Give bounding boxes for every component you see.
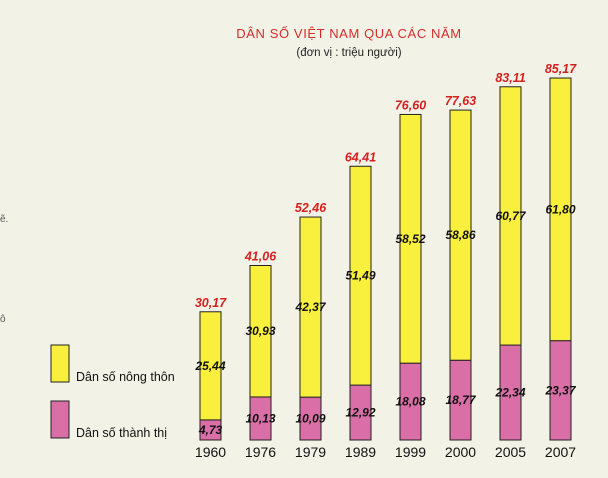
chart-title: DÂN SỐ VIỆT NAM QUA CÁC NĂM [236, 26, 461, 41]
label-urban-2007: 23,37 [544, 383, 576, 397]
label-total-2007: 85,17 [545, 62, 577, 76]
year-label-2000: 2000 [445, 444, 476, 460]
label-rural-1960: 25,44 [194, 359, 225, 373]
label-rural-2005: 60,77 [495, 209, 526, 223]
label-rural-2000: 58,86 [445, 228, 475, 242]
legend: Dân số nông thôn Dân số thành thị [50, 344, 175, 440]
bar-rural-2000 [449, 109, 472, 361]
label-urban-1976: 10,13 [245, 411, 275, 425]
chart-subtitle: (đơn vị : triệu người) [296, 47, 401, 59]
year-label-1989: 1989 [345, 444, 376, 460]
bar-rural-2007 [549, 77, 572, 342]
label-urban-1960: 4,73 [198, 423, 223, 437]
label-urban-1999: 18,08 [395, 395, 425, 409]
label-total-2005: 83,11 [495, 71, 525, 85]
label-urban-2005: 22,34 [494, 386, 525, 400]
legend-swatch-rural [50, 344, 70, 383]
label-rural-1979: 42,37 [294, 300, 326, 314]
label-urban-1989: 12,92 [345, 406, 375, 420]
edge-mark-1: ẽ. [0, 214, 8, 225]
bar-rural-1999 [399, 113, 422, 364]
label-total-1960: 30,17 [195, 296, 227, 310]
legend-label-rural: Dân số nông thôn [76, 370, 175, 384]
label-total-1976: 41,06 [244, 249, 277, 263]
bar-rural-1979 [299, 216, 322, 398]
label-total-1989: 64,41 [345, 150, 376, 164]
label-rural-1989: 51,49 [345, 269, 375, 283]
label-rural-2007: 61,80 [545, 202, 575, 216]
year-label-1960: 1960 [195, 444, 226, 460]
bar-rural-1989 [349, 165, 372, 386]
bar-rural-1976 [249, 264, 272, 398]
year-label-1979: 1979 [295, 444, 326, 460]
year-label-2007: 2007 [545, 444, 576, 460]
year-label-2005: 2005 [495, 444, 526, 460]
label-urban-2000: 18,77 [445, 393, 476, 407]
label-total-1979: 52,46 [295, 201, 327, 215]
legend-swatch-urban [50, 400, 70, 439]
legend-label-urban: Dân số thành thị [76, 426, 167, 440]
label-rural-1999: 58,52 [395, 232, 425, 246]
year-label-1999: 1999 [395, 444, 426, 460]
edge-mark-2: ô [0, 314, 6, 325]
bar-rural-2005 [499, 86, 522, 346]
bar-rural-1960 [199, 311, 222, 421]
label-total-1999: 76,60 [395, 98, 426, 112]
label-total-2000: 77,63 [445, 94, 476, 108]
bars-group: 4,73 25,44 30,17 1960 10,13 30,93 41,06 1976 10,… [194, 62, 577, 460]
label-urban-1979: 10,09 [295, 412, 325, 426]
year-label-1976: 1976 [245, 444, 276, 460]
label-rural-1976: 30,93 [245, 324, 275, 338]
